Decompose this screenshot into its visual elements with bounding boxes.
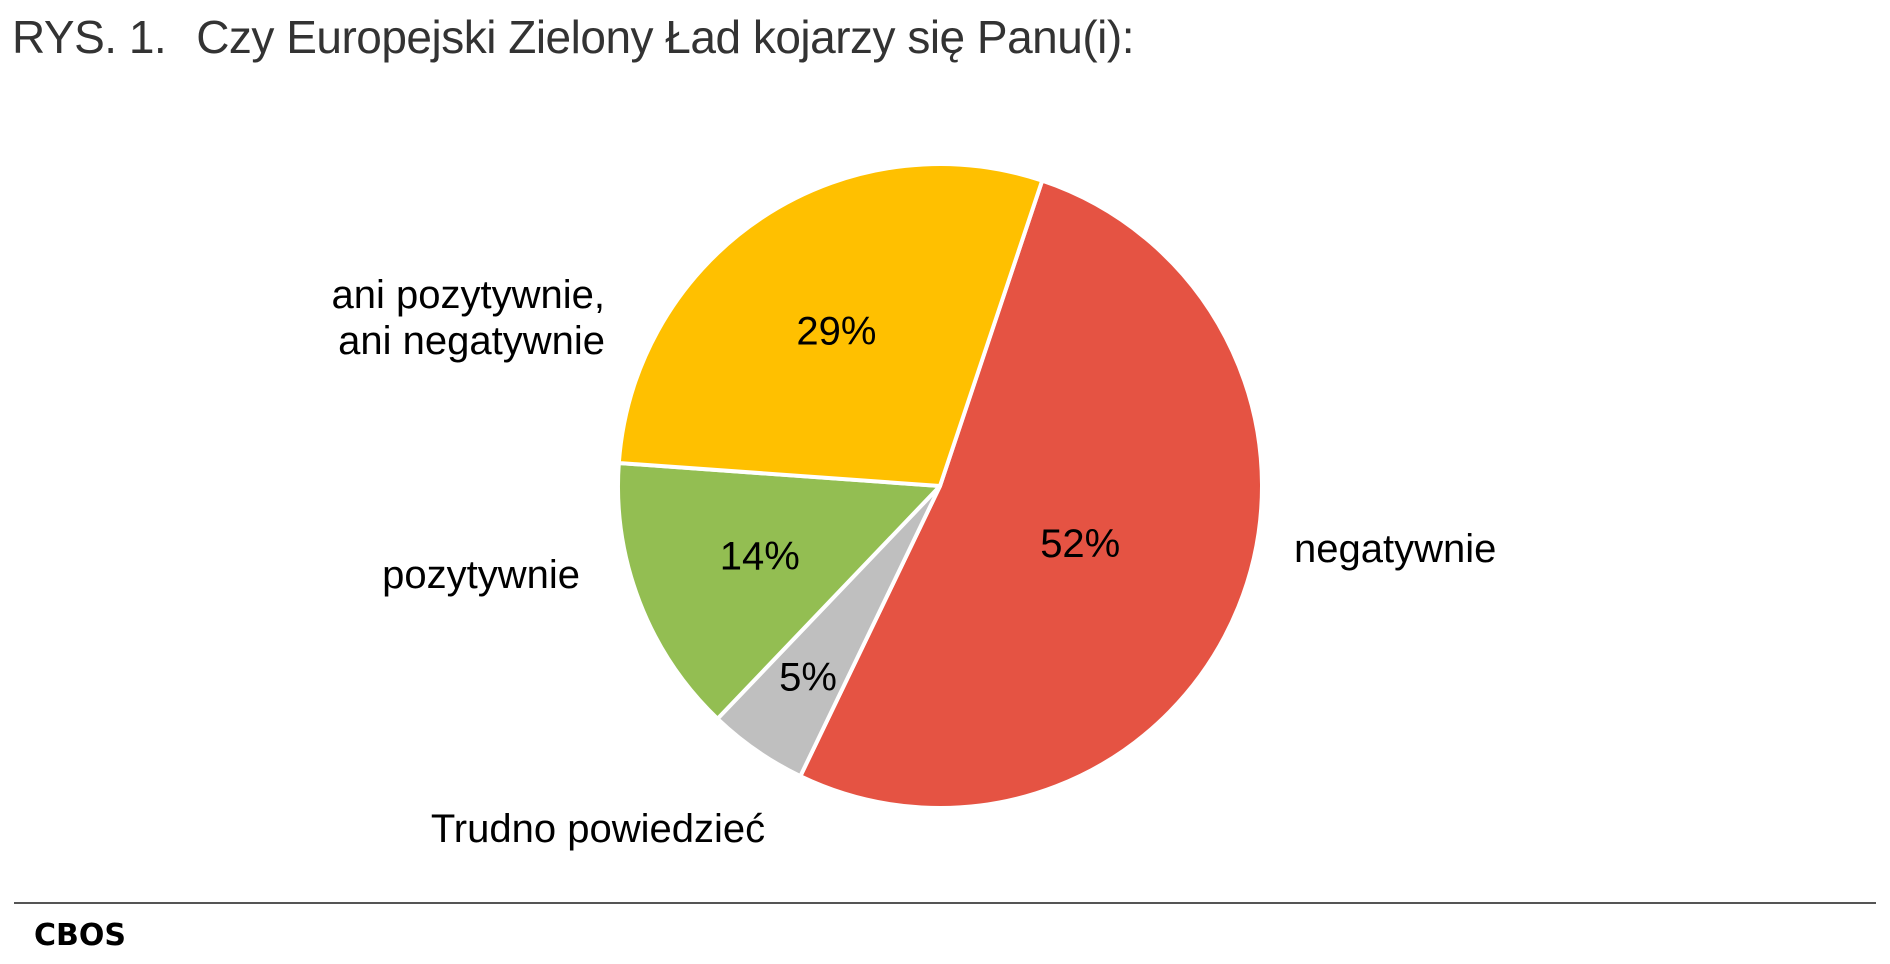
pie-slice-3 — [616, 162, 1045, 488]
source-label: CBOS — [34, 918, 126, 953]
figure-title: Czy Europejski Zielony Ład kojarzy się P… — [196, 11, 1134, 63]
figure-number: RYS. 1. — [12, 11, 167, 63]
slice-category-label: ani pozytywnie, ani negatywnie — [332, 273, 605, 363]
footer-divider — [14, 902, 1876, 904]
pie-slice-2 — [616, 460, 942, 721]
slice-value-label: 5% — [779, 656, 837, 700]
slice-category-label: negatywnie — [1294, 527, 1496, 571]
pie-chart: 52% negatywnie 5% Trudno powiedzieć 14% pozyt… — [332, 162, 1496, 851]
slice-category-label: pozytywnie — [382, 553, 580, 597]
slice-category-label: Trudno powiedzieć — [431, 807, 765, 851]
slice-value-label: 29% — [796, 310, 876, 354]
pie-slice-0 — [798, 178, 1265, 810]
chart-title: RYS. 1. Czy Europejski Zielony Ład kojarz… — [12, 10, 1134, 64]
slice-value-label: 52% — [1040, 522, 1120, 566]
slice-value-label: 14% — [720, 535, 800, 579]
